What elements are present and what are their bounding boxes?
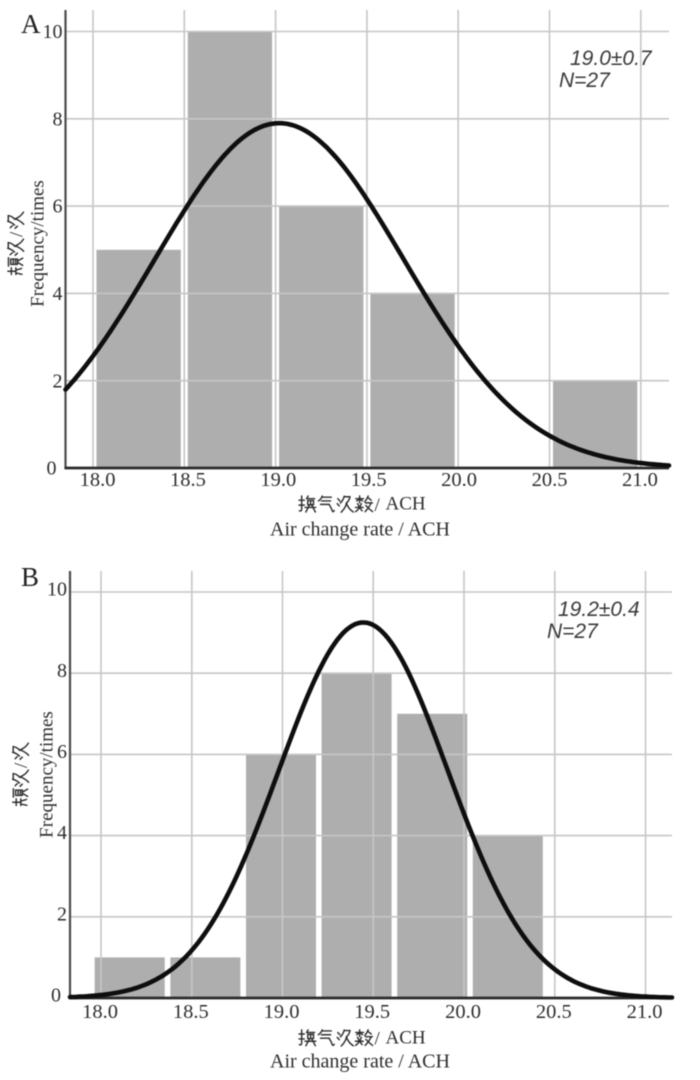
svg-text:Air change rate / ACH: Air change rate / ACH — [270, 519, 450, 541]
svg-text:N=27: N=27 — [559, 69, 611, 92]
svg-text:/: / — [11, 762, 32, 768]
svg-text:19.5: 19.5 — [354, 1001, 390, 1023]
svg-text:20.5: 20.5 — [532, 469, 568, 491]
svg-text:18.5: 18.5 — [173, 1001, 209, 1023]
svg-text:21.0: 21.0 — [622, 469, 658, 491]
svg-text:19.0: 19.0 — [264, 1001, 300, 1023]
svg-text:10: 10 — [47, 579, 67, 601]
svg-text:0: 0 — [47, 458, 57, 480]
svg-text:18.0: 18.0 — [82, 1001, 118, 1023]
svg-text:20.0: 20.0 — [441, 469, 477, 491]
svg-text:8: 8 — [57, 660, 67, 682]
svg-text:0: 0 — [51, 985, 61, 1007]
svg-text:20.5: 20.5 — [536, 1001, 572, 1023]
svg-text:/: / — [375, 495, 381, 516]
svg-text:B: B — [21, 562, 39, 592]
svg-text:ACH: ACH — [386, 494, 426, 515]
svg-text:21.0: 21.0 — [627, 1001, 663, 1023]
svg-text:ACH: ACH — [386, 1027, 426, 1048]
svg-text:10: 10 — [43, 21, 63, 43]
svg-text:18.0: 18.0 — [80, 469, 116, 491]
svg-text:20.0: 20.0 — [445, 1001, 481, 1023]
svg-text:Frequency/times: Frequency/times — [37, 711, 58, 838]
svg-text:/: / — [6, 231, 27, 237]
svg-text:6: 6 — [57, 741, 67, 763]
svg-text:2: 2 — [57, 903, 67, 925]
svg-text:N=27: N=27 — [547, 620, 599, 643]
svg-text:19.0: 19.0 — [260, 469, 296, 491]
svg-text:2: 2 — [53, 370, 63, 392]
svg-text:19.2±0.4: 19.2±0.4 — [558, 598, 640, 621]
svg-text:/: / — [375, 1029, 381, 1050]
svg-text:Air change rate / ACH: Air change rate / ACH — [270, 1051, 450, 1073]
svg-text:8: 8 — [53, 108, 63, 130]
svg-text:19.5: 19.5 — [351, 469, 387, 491]
svg-text:19.0±0.7: 19.0±0.7 — [570, 47, 653, 70]
svg-text:18.5: 18.5 — [170, 469, 206, 491]
svg-text:A: A — [21, 9, 41, 39]
svg-text:6: 6 — [53, 196, 63, 218]
svg-text:Frequency/times: Frequency/times — [28, 180, 49, 307]
svg-text:4: 4 — [53, 283, 63, 305]
svg-text:4: 4 — [57, 822, 67, 844]
